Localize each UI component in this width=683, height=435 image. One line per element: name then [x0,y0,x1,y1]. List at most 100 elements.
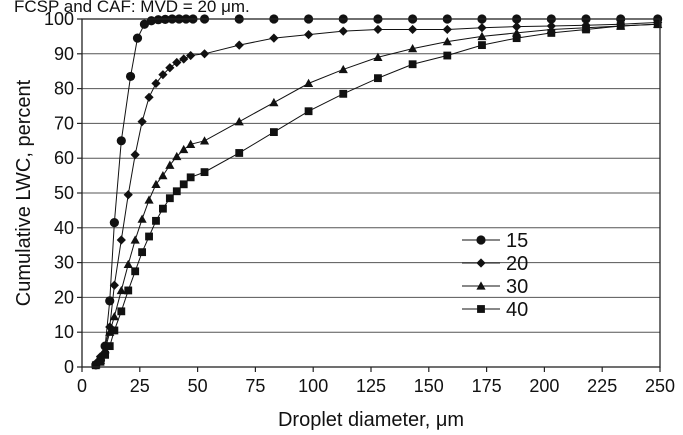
figure-caption: FCSP and CAF: MVD = 20 μm. [14,0,250,16]
data-point-15 [132,33,143,43]
legend-label: 30 [506,276,528,298]
data-point-40 [101,350,110,359]
y-tick-label: 80 [54,79,74,99]
y-tick-label: 90 [54,44,74,64]
data-point-20 [442,24,452,35]
data-point-20 [199,49,210,59]
data-point-20 [151,78,161,88]
data-point-30 [116,285,126,295]
legend-label: 40 [506,299,528,321]
data-point-40 [105,342,114,351]
data-point-15 [109,217,119,228]
data-point-40 [165,194,174,203]
data-point-30 [269,97,279,107]
data-point-20 [186,50,196,61]
legend-label: 20 [506,253,528,275]
series-group [91,14,663,370]
y-tick-label: 50 [54,183,74,203]
y-tick-label: 10 [54,322,74,342]
legend-marker-20 [476,258,486,268]
data-point-30 [144,195,154,204]
data-point-40 [91,361,100,370]
data-point-40 [131,267,140,276]
data-point-40 [186,173,195,182]
x-tick-label: 0 [77,376,87,396]
x-tick-label: 225 [587,376,617,396]
data-point-30 [158,171,168,180]
legend-marker-30 [476,281,486,290]
data-point-15 [125,71,136,82]
legend-item-15: 15 [462,230,528,252]
data-point-30 [373,52,383,61]
x-tick-label: 250 [645,376,675,396]
data-point-40 [653,20,662,29]
legend-item-30: 30 [462,276,528,298]
data-point-40 [152,216,160,225]
data-point-15 [116,136,126,146]
series-30 [91,19,663,369]
data-point-40 [159,204,167,213]
data-point-20 [179,54,189,64]
data-point-15 [153,15,163,25]
data-point-40 [124,286,133,295]
data-point-40 [179,180,188,189]
data-point-40 [269,128,278,137]
data-point-40 [145,232,153,241]
data-point-40 [117,307,126,316]
x-axis-title: Droplet diameter, μm [278,409,464,430]
data-point-30 [165,160,175,169]
data-point-40 [512,34,521,43]
data-point-20 [109,280,119,290]
data-point-30 [109,311,119,321]
data-point-20 [165,63,175,73]
y-tick-label: 70 [54,113,74,133]
data-point-40 [110,326,119,335]
data-point-20 [137,117,147,127]
x-tick-label: 125 [356,376,386,396]
data-point-40 [582,25,590,34]
y-tick-label: 100 [44,9,74,29]
data-point-20 [130,150,140,160]
x-tick-label: 175 [472,376,502,396]
data-point-20 [408,24,418,35]
data-point-30 [130,235,140,244]
data-point-30 [186,139,196,148]
data-point-30 [442,37,452,46]
data-point-40 [547,29,556,37]
y-tick-label: 30 [54,253,74,273]
x-tick-label: 200 [529,376,559,396]
legend-label: 15 [506,230,528,252]
data-point-20 [477,23,487,33]
legend-marker-40 [477,305,485,313]
x-tick-label: 25 [130,376,150,396]
data-point-30 [199,136,210,145]
x-tick-label: 50 [188,376,208,396]
data-point-20 [269,33,279,43]
data-point-40 [96,357,105,366]
data-point-20 [144,92,154,102]
data-point-40 [374,74,382,83]
x-tick-label: 75 [245,376,265,396]
data-point-20 [512,22,522,32]
data-point-30 [408,43,418,53]
legend-item-40: 40 [462,299,528,321]
legend-marker-15 [476,235,486,245]
y-tick-label: 0 [64,357,74,377]
data-point-20 [303,30,314,40]
series-line-20 [95,21,658,364]
series-20 [91,17,663,369]
data-point-40 [339,89,348,98]
legend-item-20: 20 [462,253,528,275]
data-point-30 [234,117,244,126]
data-point-40 [172,187,181,196]
series-40 [91,20,662,370]
data-point-40 [138,248,147,257]
data-point-30 [477,31,487,41]
data-point-30 [303,78,314,88]
data-point-40 [408,60,417,69]
y-axis-title: Cumulative LWC, percent [13,79,35,306]
x-tick-label: 100 [298,376,328,396]
data-point-20 [172,57,182,68]
